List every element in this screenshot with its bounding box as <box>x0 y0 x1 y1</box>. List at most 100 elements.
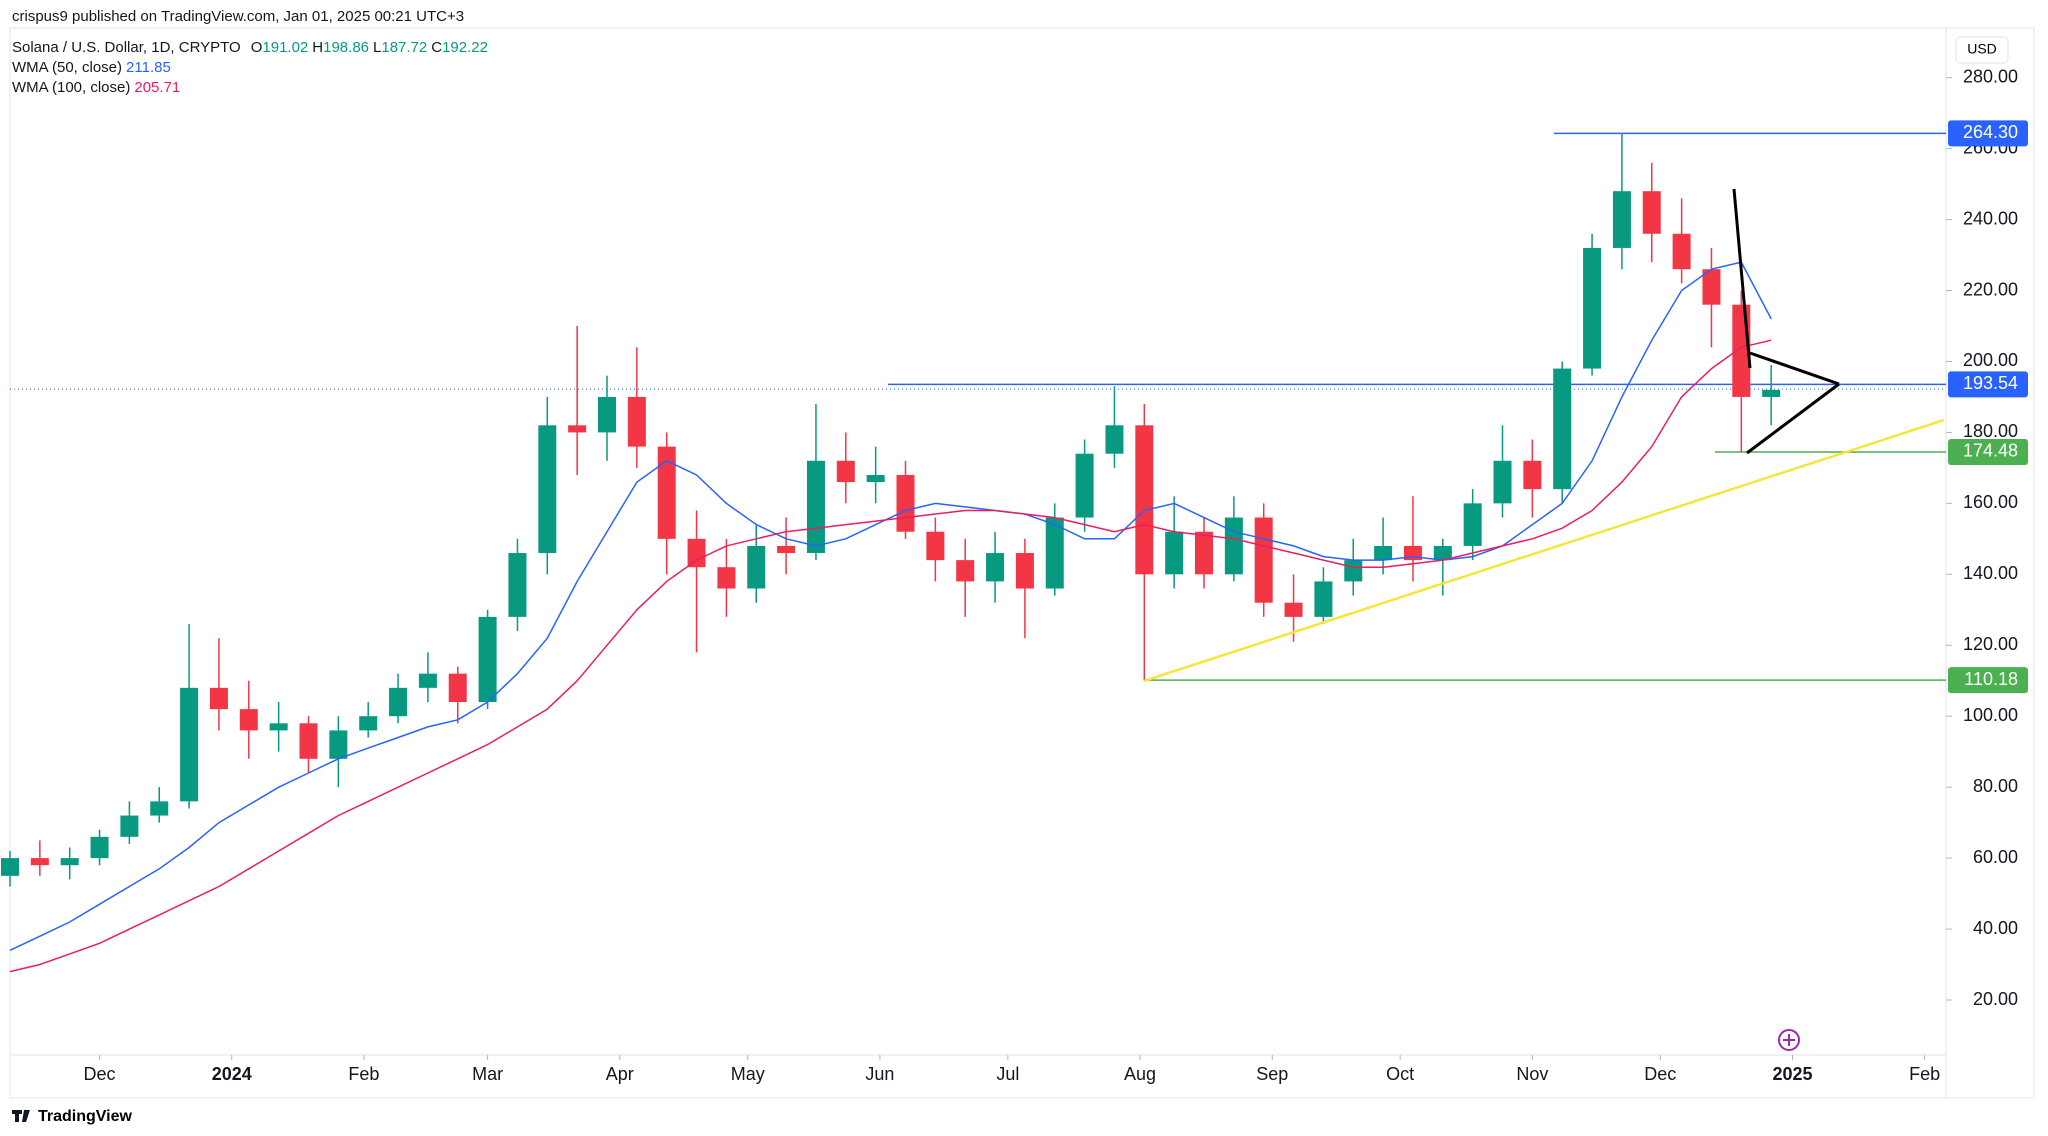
candle-body <box>1583 247 1602 369</box>
chart-frame <box>9 27 2035 1099</box>
candle-body <box>1135 425 1154 575</box>
y-tick-label: 240.00 <box>1963 208 2018 228</box>
indicator-legend: WMA (100, close) 205.71 <box>12 79 184 96</box>
candle-body <box>1 858 19 876</box>
events-icon[interactable] <box>1778 1029 1800 1051</box>
x-tick-label: Apr <box>606 1064 634 1084</box>
candle-body <box>389 687 408 717</box>
x-tick-label: Jun <box>865 1064 894 1084</box>
price-label: 193.54 <box>1963 373 2018 393</box>
candle-body <box>538 425 557 554</box>
tv-logo <box>12 1110 30 1122</box>
currency-box[interactable] <box>1955 36 2009 64</box>
candle-body <box>180 687 199 802</box>
candle-body <box>1702 269 1721 305</box>
candle-body <box>1224 517 1243 575</box>
ohlc-label: H <box>312 39 324 56</box>
candle-body <box>1165 531 1184 575</box>
candle-body <box>1523 460 1542 490</box>
candle-body <box>1045 517 1064 589</box>
y-tick-label: 60.00 <box>1973 847 2018 867</box>
candle-body <box>956 560 975 582</box>
x-tick-label: Sep <box>1256 1064 1288 1084</box>
candle-body <box>1195 531 1214 575</box>
indicator-name: WMA (50, close) <box>12 59 123 76</box>
candle-body <box>1433 545 1452 561</box>
candle-body <box>806 460 825 554</box>
symbol-title: Solana / U.S. Dollar, 1D, CRYPTO <box>12 39 241 56</box>
x-tick-label: Jul <box>996 1064 1019 1084</box>
candle-body <box>239 709 258 731</box>
candle-body <box>627 396 646 447</box>
candle-body <box>209 687 228 710</box>
candle-body <box>120 815 139 837</box>
ohlc-value: 192.22 <box>442 39 488 56</box>
candle-body <box>329 730 348 759</box>
y-tick-label: 280.00 <box>1963 66 2018 86</box>
candle-body <box>1672 233 1691 270</box>
ohlc-label: L <box>373 39 382 56</box>
x-tick-label: Mar <box>472 1064 503 1084</box>
candle-body <box>777 545 796 554</box>
ohlc-value: 191.02 <box>262 39 309 56</box>
x-tick-label: Dec <box>1644 1064 1676 1084</box>
candle-body <box>1015 553 1034 589</box>
candle-body <box>359 716 378 731</box>
candle-body <box>418 673 437 688</box>
footer-brand: TradingView <box>38 1108 133 1125</box>
candle-body <box>598 396 617 433</box>
x-tick-label: Aug <box>1124 1064 1156 1084</box>
price-label-box <box>1948 120 2028 147</box>
candle-body <box>836 460 855 483</box>
candle-body <box>1075 453 1094 518</box>
candle-body <box>299 723 318 759</box>
candle-body <box>986 553 1005 582</box>
publisher-line: crispus9 published on TradingView.com, J… <box>12 8 468 25</box>
x-tick-label: Feb <box>348 1064 379 1084</box>
x-tick-label: 2025 <box>1772 1064 1812 1084</box>
x-tick-label: May <box>731 1064 765 1084</box>
candle-body <box>1493 460 1512 504</box>
plot <box>1 132 1946 973</box>
pennant-lower <box>1746 382 1840 455</box>
y-tick-label: 180.00 <box>1963 421 2018 441</box>
candle-body <box>657 446 676 539</box>
candle-body <box>1254 517 1273 603</box>
y-tick-label: 140.00 <box>1963 563 2018 583</box>
candle-body <box>717 567 736 589</box>
candle-body <box>568 425 587 433</box>
indicator-name: WMA (100, close) <box>12 79 131 96</box>
y-tick-label: 20.00 <box>1973 989 2018 1009</box>
candle-body <box>926 531 945 561</box>
indicator-value: 211.85 <box>126 59 171 76</box>
candle-body <box>1284 602 1303 617</box>
ohlc-value: 187.72 <box>381 39 428 56</box>
price-label: 174.48 <box>1963 441 2018 461</box>
pennant-upper <box>1749 351 1840 386</box>
candle-body <box>60 858 79 866</box>
x-tick-label: Nov <box>1516 1064 1548 1084</box>
y-tick-label: 220.00 <box>1963 279 2018 299</box>
candle-body <box>478 616 497 703</box>
indicator-line <box>9 261 1772 951</box>
x-tick-label: Dec <box>84 1064 116 1084</box>
candle-body <box>150 801 169 816</box>
candle-body <box>687 538 706 568</box>
candle-body <box>1463 503 1482 546</box>
candle-body <box>448 673 467 703</box>
candle-body <box>896 474 915 532</box>
candle-body <box>90 836 109 859</box>
indicator-legend: WMA (50, close) 211.85 <box>12 59 175 76</box>
indicator-line <box>9 339 1772 973</box>
events-icon-plus <box>1783 1034 1795 1046</box>
symbol-legend: Solana / U.S. Dollar, 1D, CRYPTO O191.02 H… <box>12 39 492 56</box>
y-tick-label: 80.00 <box>1973 776 2018 796</box>
price-label-box <box>1948 438 2028 465</box>
candle-body <box>269 723 288 731</box>
price-label: 110.18 <box>1964 669 2018 689</box>
pennant-pole <box>1732 188 1752 369</box>
candle-body <box>1762 389 1781 397</box>
y-tick-label: 200.00 <box>1963 350 2018 370</box>
